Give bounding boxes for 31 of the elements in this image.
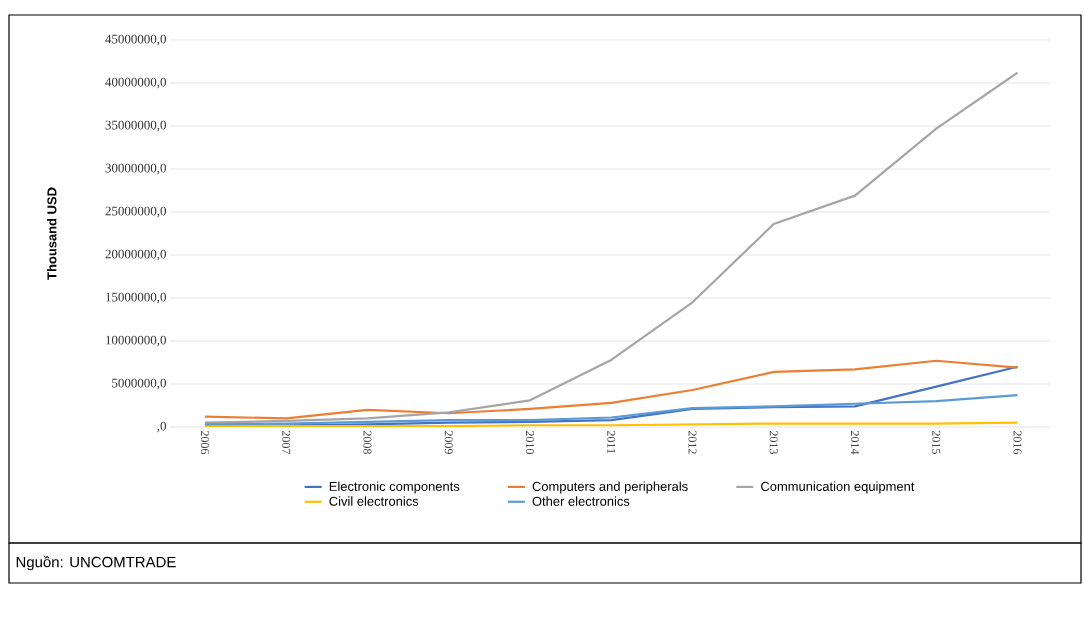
y-tick-label: 15000000,0 [106, 292, 166, 304]
y-tick-label: 25000000,0 [105, 206, 166, 218]
legend-label: Computers and peripherals [532, 481, 688, 494]
y-tick-label: 10000000,0 [106, 335, 166, 347]
y-tick-label: 35000000,0 [105, 120, 166, 132]
x-tick-label: 2011 [607, 431, 616, 454]
y-tick-label: ,0 [157, 421, 166, 433]
y-tick-label: 45000000,0 [105, 34, 166, 46]
x-tick-label: 2012 [688, 431, 697, 454]
x-tick-label: 2015 [932, 431, 941, 454]
x-tick-label: 2014 [850, 431, 860, 455]
legend-label: Civil electronics [329, 496, 419, 506]
line-series [203, 71, 1019, 424]
y-tick-label: 20000000,0 [105, 249, 166, 261]
legend-label: Other electronics [532, 496, 630, 506]
y-tick-label: 5000000,0 [112, 378, 166, 390]
x-tick-label: 2008 [363, 431, 372, 454]
x-tick-label: 2009 [444, 431, 453, 454]
text: Nguồn: UNCOMTRADE [16, 555, 176, 571]
line-series [203, 359, 1019, 420]
x-tick-label: 2016 [1013, 431, 1022, 455]
x-tick-label: 2006 [200, 431, 209, 455]
x-tick-label: 2007 [282, 431, 291, 455]
y-tick-label: 40000000,0 [105, 77, 166, 89]
legend-label: Communication equipment [761, 481, 915, 494]
y-axis-title: Thousand USD [46, 187, 57, 280]
x-tick-label: 2010 [525, 431, 535, 454]
x-tick-label: 2013 [769, 431, 778, 454]
legend-label: Electronic components [329, 481, 460, 494]
line-series [203, 394, 1019, 426]
y-tick-label: 30000000,0 [105, 163, 166, 175]
